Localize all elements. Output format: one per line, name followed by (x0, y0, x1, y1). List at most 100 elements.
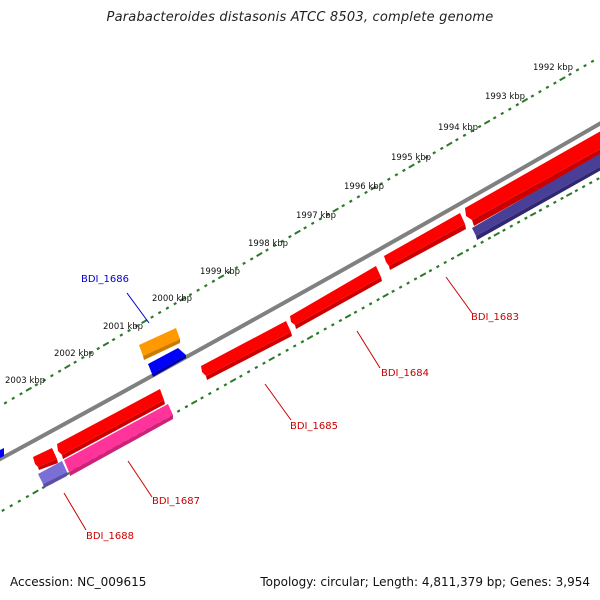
gene-feature-bdi-1685[interactable] (201, 321, 292, 380)
outer-scale-tick (50, 373, 54, 378)
outer-scale-tick (3, 401, 8, 405)
gene-feature-bdi-1686[interactable] (148, 348, 186, 377)
outer-scale-tick (165, 306, 170, 310)
inner-scale-tick (229, 378, 237, 383)
outer-scale-tick (370, 185, 377, 191)
outer-scale-tick (538, 89, 542, 94)
outer-scale-tick (288, 234, 292, 239)
outer-scale-tick (226, 270, 231, 275)
inner-scale-tick (560, 196, 564, 201)
inner-scale-tick (516, 220, 521, 224)
inner-scale-tick (529, 211, 537, 217)
outer-scale-tick (364, 190, 368, 195)
outer-scale-tick (402, 168, 406, 173)
outer-scale-tick (477, 124, 482, 129)
inner-scale-tick (588, 181, 593, 185)
scale-label-2000: 2000 kbp (152, 294, 192, 304)
accession-text: Accession: NC_009615 (10, 575, 147, 589)
inner-scale-tick (292, 344, 297, 348)
inner-scale-tick (207, 391, 212, 396)
gene-feature-bdi-1683[interactable] (465, 123, 600, 226)
scale-label-1993: 1993 kbp (485, 92, 525, 102)
leader-bdi-1686 (126, 292, 150, 324)
inner-scale-tick (581, 184, 586, 189)
outer-scale-tick (492, 116, 497, 120)
gene-label-bdi-1686: BDI_1686 (81, 274, 129, 285)
leader-bdi-1683 (445, 276, 473, 314)
inner-scale-tick (361, 306, 365, 310)
outer-scale-tick (432, 151, 437, 155)
inner-scale-tick (382, 293, 389, 298)
inner-scale-tick (435, 264, 440, 269)
gene-feature-bdi-1688-b[interactable] (33, 448, 58, 470)
outer-scale-tick (545, 85, 550, 90)
scale-label-1999: 1999 kbp (200, 267, 240, 277)
outer-scale-tick (326, 212, 330, 217)
outer-scale-tick (88, 351, 93, 355)
genome-backbone (0, 121, 600, 462)
gene-feature-bdi-1682[interactable] (472, 148, 600, 240)
outer-scale-tick (341, 203, 346, 208)
outer-scale-tick (42, 378, 47, 382)
inner-scale-tick (552, 200, 557, 205)
outer-scale-tick (111, 337, 116, 342)
leader-bdi-1685 (264, 383, 292, 421)
outer-scale-tick (439, 146, 444, 151)
outer-scale-tick (470, 129, 474, 133)
outer-scale-tick (102, 341, 110, 347)
outer-scale-tick (134, 324, 139, 328)
outer-scale-tick (386, 177, 391, 181)
outer-scale-tick (590, 59, 595, 64)
gene-feature-bdi-1687[interactable] (64, 404, 173, 476)
leader-bdi-1684 (356, 330, 381, 369)
inner-scale-tick (176, 409, 181, 413)
inner-scale-tick (565, 192, 573, 197)
inner-scale-tick (315, 331, 320, 335)
inner-scale-tick (338, 318, 343, 323)
inner-scale-tick (200, 396, 204, 400)
gene-label-bdi-1688: BDI_1688 (86, 531, 134, 542)
outer-scale-tick (173, 301, 177, 306)
gene-feature-purple[interactable] (38, 461, 67, 488)
inner-scale-tick (330, 323, 335, 327)
inner-scale-tick (300, 340, 305, 344)
inner-scale-tick (406, 281, 410, 285)
outer-scale-tick (568, 72, 572, 77)
outer-scale-tick (575, 68, 580, 72)
inner-scale-tick (246, 370, 251, 374)
inner-scale-tick (502, 228, 506, 232)
outer-scale-tick (272, 243, 277, 248)
gene-label-bdi-1683: BDI_1683 (471, 312, 519, 323)
outer-scale-tick (96, 346, 101, 351)
gene-feature-bdi-1686-orange[interactable] (139, 328, 180, 360)
outer-scale-tick (203, 283, 208, 288)
inner-scale-tick (306, 335, 314, 340)
inner-scale-tick (368, 302, 373, 306)
outer-scale-tick (356, 195, 361, 199)
gene-feature-bdi-1684[interactable] (290, 266, 382, 329)
outer-scale-tick (73, 360, 77, 364)
gene-feature-edge-blue[interactable] (0, 448, 4, 458)
outer-scale-tick (303, 226, 307, 230)
outer-scale-tick (394, 173, 399, 177)
outer-scale-tick (318, 217, 323, 221)
gene-feature-bdi-1684-a[interactable] (384, 213, 466, 270)
gene-feature-bdi-1688-a[interactable] (57, 389, 165, 459)
inner-scale-tick (268, 356, 275, 362)
inner-scale-tick (239, 374, 243, 378)
inner-scale-tick (344, 313, 352, 319)
outer-scale-tick (211, 279, 216, 283)
outer-scale-tick (294, 229, 301, 235)
outer-scale-tick (462, 133, 467, 138)
topology-text: Topology: circular; Length: 4,811,379 bp… (260, 575, 590, 589)
inner-scale-tick (25, 494, 30, 499)
outer-scale-tick (483, 119, 491, 125)
outer-scale-tick (280, 239, 285, 243)
scale-label-1994: 1994 kbp (438, 123, 478, 133)
outer-scale-tick (265, 248, 269, 252)
inner-scale-tick (574, 188, 579, 193)
inner-scale-tick (472, 244, 477, 248)
leader-bdi-1687 (127, 460, 153, 498)
scale-label-2003: 2003 kbp (5, 376, 45, 386)
inner-scale-tick (17, 499, 22, 503)
